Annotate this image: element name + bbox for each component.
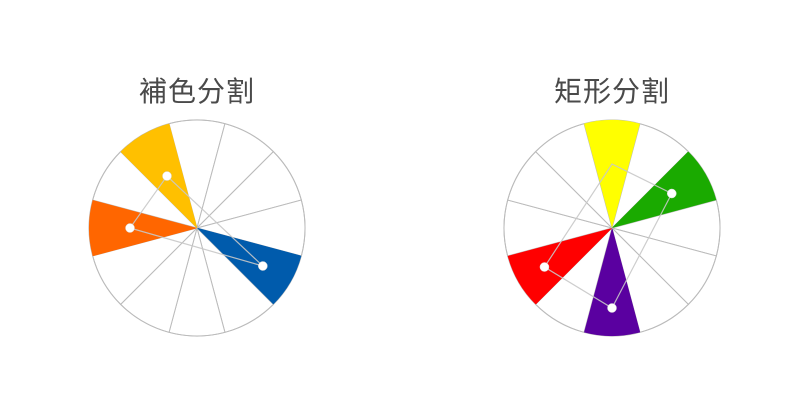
marker-dot — [539, 262, 550, 272]
color-wheel — [88, 119, 306, 337]
split-complementary-title: 補色分割 — [138, 75, 255, 108]
highlighted-sector — [584, 228, 640, 336]
marker-dot — [162, 171, 172, 181]
wheel-outline — [503, 119, 721, 337]
marker-dot — [607, 303, 617, 313]
highlighted-sector — [584, 120, 640, 228]
highlighted-sector — [197, 228, 302, 305]
connector-triangle — [129, 175, 264, 267]
highlighted-sector — [507, 228, 612, 305]
marker-dot — [125, 223, 135, 233]
highlighted-sector — [120, 123, 197, 228]
highlighted-sector — [88, 200, 197, 256]
color-wheel — [503, 119, 721, 337]
rectangle-tetradic-title: 矩形分割 — [553, 75, 670, 108]
marker-dot — [258, 261, 268, 271]
marker-dot — [667, 188, 677, 199]
